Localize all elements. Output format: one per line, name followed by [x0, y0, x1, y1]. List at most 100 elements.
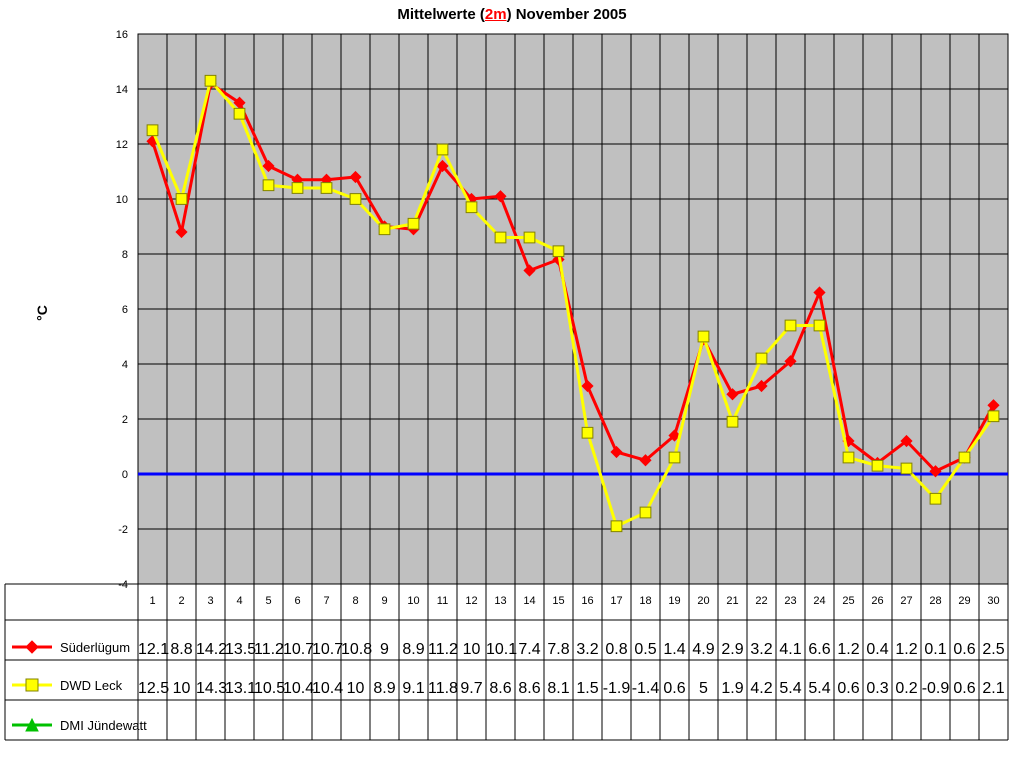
svg-text:14: 14: [523, 595, 535, 607]
table-cell: 0.6: [950, 680, 979, 698]
svg-text:18: 18: [639, 595, 651, 607]
svg-text:28: 28: [929, 595, 941, 607]
svg-text:23: 23: [784, 595, 796, 607]
table-cell: 0.4: [863, 641, 892, 659]
legend-label: Süderlügum: [60, 640, 130, 655]
svg-text:2: 2: [122, 414, 128, 426]
table-cell: -0.9: [921, 680, 950, 698]
table-cell: 0.8: [602, 641, 631, 659]
legend-item: Süderlügum: [10, 632, 130, 662]
table-cell: 8.1: [544, 680, 573, 698]
table-cell: 7.4: [515, 641, 544, 659]
table-cell: 10.5: [254, 680, 283, 698]
svg-text:16: 16: [581, 595, 593, 607]
table-cell: 0.6: [834, 680, 863, 698]
table-cell: 5: [689, 680, 718, 698]
table-cell: 1.5: [573, 680, 602, 698]
svg-text:2: 2: [178, 595, 184, 607]
svg-text:15: 15: [552, 595, 564, 607]
table-cell: 3.2: [573, 641, 602, 659]
svg-text:5: 5: [265, 595, 271, 607]
table-cell: 0.2: [892, 680, 921, 698]
legend-swatch: [10, 715, 54, 735]
table-cell: 11.8: [428, 680, 457, 698]
legend-label: DMI Jündewatt: [60, 718, 147, 733]
table-cell: 4.9: [689, 641, 718, 659]
svg-text:14: 14: [116, 84, 128, 96]
table-cell: 10.1: [486, 641, 515, 659]
table-cell: 2.9: [718, 641, 747, 659]
svg-text:1: 1: [149, 595, 155, 607]
table-cell: 0.6: [950, 641, 979, 659]
table-cell: 10.4: [312, 680, 341, 698]
svg-text:17: 17: [610, 595, 622, 607]
svg-text:12: 12: [116, 139, 128, 151]
table-cell: 0.1: [921, 641, 950, 659]
table-cell: 8.8: [167, 641, 196, 659]
table-cell: 2.1: [979, 680, 1008, 698]
svg-text:10: 10: [407, 595, 419, 607]
svg-text:0: 0: [122, 469, 128, 481]
svg-text:20: 20: [697, 595, 709, 607]
svg-text:3: 3: [207, 595, 213, 607]
table-cell: -1.9: [602, 680, 631, 698]
svg-text:22: 22: [755, 595, 767, 607]
table-cell: 9.7: [457, 680, 486, 698]
table-cell: 1.4: [660, 641, 689, 659]
table-cell: 0.6: [660, 680, 689, 698]
table-cell: 3.2: [747, 641, 776, 659]
svg-text:11: 11: [437, 595, 448, 607]
legend-swatch: [10, 675, 54, 695]
svg-text:10: 10: [116, 194, 128, 206]
legend-swatch: [10, 637, 54, 657]
svg-text:4: 4: [122, 359, 128, 371]
svg-text:12: 12: [465, 595, 477, 607]
svg-text:19: 19: [668, 595, 680, 607]
svg-text:24: 24: [813, 595, 825, 607]
table-cell: 0.3: [863, 680, 892, 698]
table-cell: 12.5: [138, 680, 167, 698]
table-cell: 8.9: [399, 641, 428, 659]
table-cell: 14.3: [196, 680, 225, 698]
svg-text:13: 13: [494, 595, 506, 607]
table-cell: 10: [341, 680, 370, 698]
legend-item: DMI Jündewatt: [10, 710, 147, 740]
table-cell: 10.7: [283, 641, 312, 659]
svg-text:7: 7: [323, 595, 329, 607]
table-cell: 8.6: [486, 680, 515, 698]
table-cell: 6.6: [805, 641, 834, 659]
table-cell: 1.2: [834, 641, 863, 659]
table-cell: 13.5: [225, 641, 254, 659]
table-cell: 10.4: [283, 680, 312, 698]
svg-text:6: 6: [294, 595, 300, 607]
table-cell: 9: [370, 641, 399, 659]
table-cell: 7.8: [544, 641, 573, 659]
svg-text:9: 9: [381, 595, 387, 607]
table-cell: 8.9: [370, 680, 399, 698]
table-cell: 14.2: [196, 641, 225, 659]
table-cell: 12.1: [138, 641, 167, 659]
table-cell: 11.2: [428, 641, 457, 659]
table-cell: 0.5: [631, 641, 660, 659]
table-cell: 1.9: [718, 680, 747, 698]
legend-label: DWD Leck: [60, 678, 122, 693]
table-cell: 4.1: [776, 641, 805, 659]
svg-text:29: 29: [958, 595, 970, 607]
table-cell: 4.2: [747, 680, 776, 698]
table-cell: 9.1: [399, 680, 428, 698]
table-cell: 13.1: [225, 680, 254, 698]
svg-text:25: 25: [842, 595, 854, 607]
svg-text:30: 30: [987, 595, 999, 607]
svg-text:-2: -2: [118, 524, 128, 536]
svg-text:6: 6: [122, 304, 128, 316]
svg-text:27: 27: [900, 595, 912, 607]
svg-text:16: 16: [116, 29, 128, 41]
table-cell: 10: [457, 641, 486, 659]
legend-item: DWD Leck: [10, 670, 122, 700]
table-cell: 10.8: [341, 641, 370, 659]
svg-text:8: 8: [352, 595, 358, 607]
table-cell: 10: [167, 680, 196, 698]
svg-text:26: 26: [871, 595, 883, 607]
table-cell: 5.4: [776, 680, 805, 698]
table-cell: 11.2: [254, 641, 283, 659]
